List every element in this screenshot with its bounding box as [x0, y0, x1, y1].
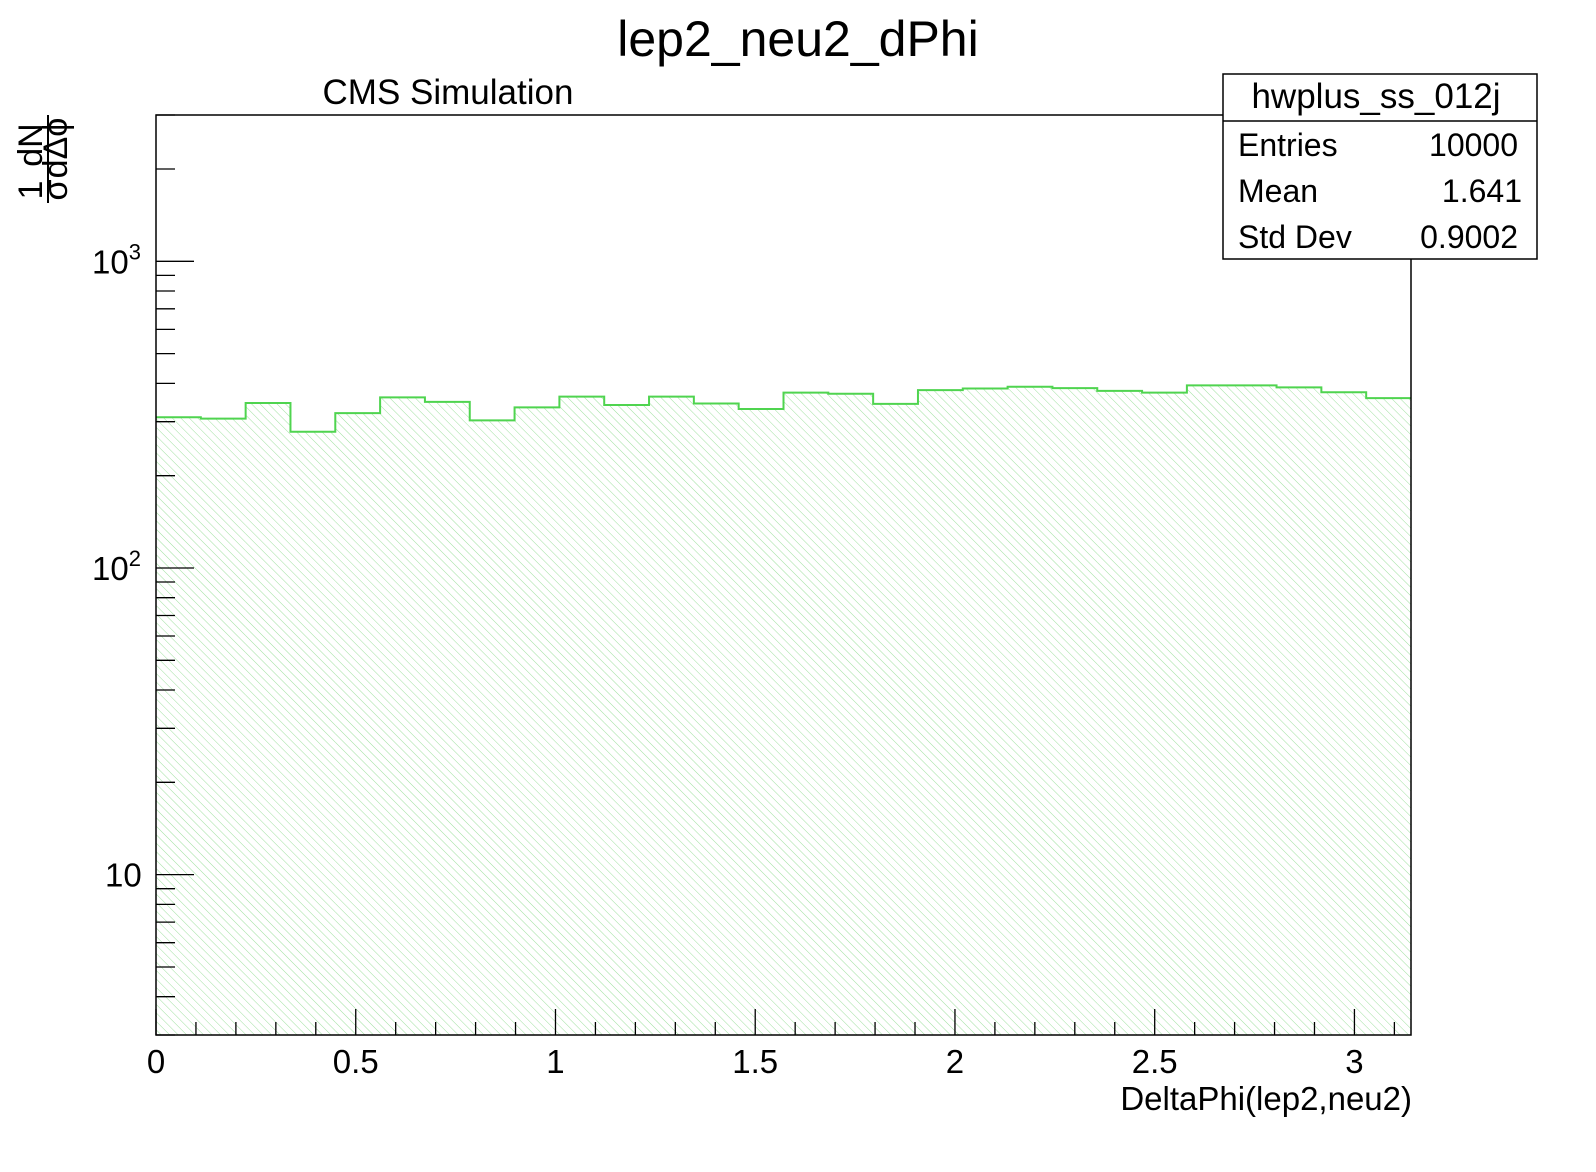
histogram-bin-fill	[245, 403, 291, 1035]
x-tick-label: 2.5	[1132, 1043, 1178, 1080]
histogram-bin-fill	[200, 418, 246, 1036]
histogram-bin-fill	[1052, 388, 1098, 1036]
histogram-bin-fill	[917, 390, 963, 1035]
histogram-bin-fill	[962, 388, 1008, 1035]
x-axis-title: DeltaPhi(lep2,neu2)	[1120, 1080, 1412, 1117]
y-axis-title: 1 σ dN dΔϕ	[12, 115, 75, 203]
stats-stddev-label: Std Dev	[1238, 219, 1352, 255]
cms-simulation-label: CMS Simulation	[323, 73, 574, 112]
stats-stddev-value: 0.9002	[1420, 219, 1518, 255]
y-axis-title-sigma: σ	[37, 179, 75, 200]
plot-area: 0 0.5 1 1.5 2 2.5 3 10 102 103	[92, 114, 1412, 1080]
histogram-bin-fill	[514, 407, 560, 1035]
histogram-bin-fill	[1276, 387, 1322, 1035]
x-tick-label: 3	[1345, 1043, 1363, 1080]
histogram-bin-fill	[1321, 392, 1367, 1035]
stats-mean-value: 1.641	[1442, 173, 1522, 209]
histogram-bin-fill	[559, 396, 605, 1035]
histogram-bin-fill	[604, 404, 650, 1036]
y-axis-title-dn: dN	[12, 123, 50, 166]
histogram-bin-fill	[828, 393, 874, 1035]
y-tick-label: 103	[92, 239, 141, 280]
chart-title: lep2_neu2_dPhi	[617, 11, 978, 67]
y-tick-label: 10	[105, 857, 142, 894]
histogram-bin-fill	[290, 431, 336, 1035]
histogram-bin-fill	[783, 392, 829, 1036]
x-tick-label: 0.5	[333, 1043, 379, 1080]
histogram-bin-fill	[693, 403, 739, 1035]
stats-histogram-name: hwplus_ss_012j	[1251, 77, 1500, 116]
histogram-bin-fill	[873, 403, 918, 1035]
stats-entries-value: 10000	[1429, 127, 1518, 163]
plot-frame	[155, 114, 1412, 1036]
histogram-bin-fill	[1186, 385, 1232, 1036]
histogram-outline	[156, 384, 1411, 433]
y-axis-title-one: 1	[12, 181, 50, 200]
histogram-bin-fill	[1366, 398, 1411, 1035]
stats-entries-label: Entries	[1238, 127, 1338, 163]
histogram-bin-fill	[1097, 390, 1143, 1035]
histogram-bin-fill	[424, 401, 470, 1035]
y-axis-title-dphi: dΔϕ	[37, 118, 75, 179]
histogram-bin-fill	[1007, 386, 1053, 1036]
stats-mean-label: Mean	[1238, 173, 1318, 209]
histogram-bin-fill	[335, 413, 381, 1036]
histogram-bin-fill	[649, 396, 694, 1035]
x-tick-label: 1	[546, 1043, 564, 1080]
stats-box: hwplus_ss_012j Entries 10000 Mean 1.641 …	[1222, 73, 1538, 260]
histogram-bin-fill	[1142, 392, 1187, 1036]
y-tick-label: 102	[92, 546, 141, 587]
x-tick-label: 2	[946, 1043, 964, 1080]
stats-box-frame	[1222, 73, 1538, 260]
histogram-bin-fill	[469, 420, 515, 1035]
x-tick-label: 1.5	[732, 1043, 778, 1080]
histogram-bin-fill	[380, 397, 425, 1036]
histogram-bin-fill	[738, 408, 784, 1035]
histogram-bin-fill	[1231, 385, 1277, 1036]
histogram-bin-fill	[156, 417, 201, 1036]
x-tick-label: 0	[147, 1043, 165, 1080]
